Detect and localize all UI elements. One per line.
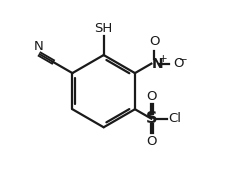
Text: +: + — [158, 54, 166, 64]
Text: S: S — [145, 111, 156, 126]
Text: N: N — [34, 40, 43, 53]
Text: Cl: Cl — [168, 112, 181, 125]
Text: O: O — [146, 90, 156, 103]
Text: N: N — [152, 57, 163, 71]
Text: −: − — [178, 55, 186, 65]
Text: O: O — [173, 57, 183, 70]
Text: SH: SH — [94, 22, 112, 35]
Text: O: O — [148, 35, 159, 48]
Text: O: O — [146, 135, 156, 148]
